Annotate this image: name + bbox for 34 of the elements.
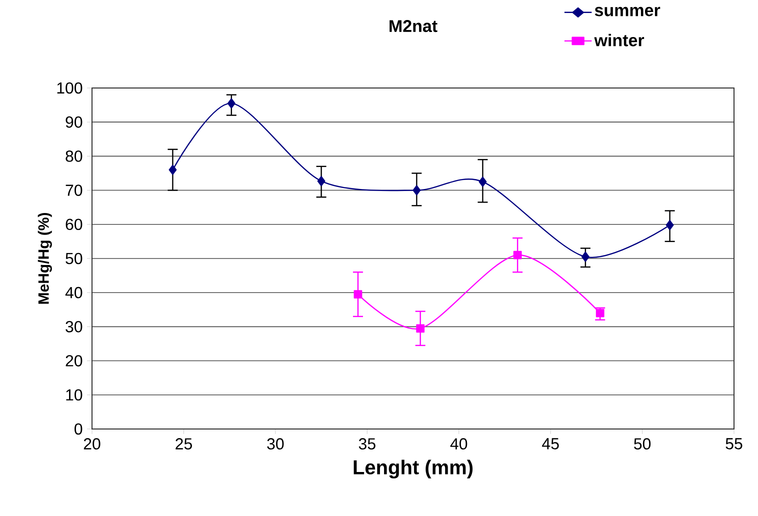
point	[666, 220, 674, 230]
x-tick-label: 45	[542, 438, 559, 450]
x-tick-label: 30	[267, 438, 284, 450]
y-tick-label: 80	[66, 150, 82, 162]
point	[478, 176, 487, 187]
chart-title: M2nat	[390, 20, 438, 32]
x-tick-label: 25	[176, 438, 192, 450]
y-tick-label: 40	[65, 286, 82, 298]
point	[317, 176, 326, 186]
point	[354, 290, 362, 298]
y-tick-label: 70	[66, 184, 82, 196]
point	[513, 250, 522, 260]
point	[581, 252, 590, 262]
y-tick-label: 100	[57, 82, 82, 94]
y-tick-label: 10	[66, 389, 82, 401]
y-tick-label: 0	[74, 423, 82, 435]
y-tick-label: 50	[66, 252, 82, 264]
x-tick-label: 55	[726, 438, 742, 450]
x-tick-label: 20	[84, 438, 100, 450]
x-tick-label: 40	[450, 438, 468, 450]
y-tick-label: 90	[66, 116, 82, 128]
legend-label: winter	[594, 34, 644, 46]
x-tick-label: 35	[358, 438, 376, 450]
point	[227, 98, 236, 108]
point	[168, 164, 177, 175]
y-tick-label: 30	[66, 321, 82, 332]
legend-label: summer	[594, 6, 660, 16]
x-axis-title: Lenght (mm)	[354, 460, 473, 478]
y-tick-label: 60	[66, 218, 82, 230]
point	[416, 324, 425, 333]
point	[412, 185, 421, 196]
y-tick-label: 20	[66, 355, 82, 366]
x-tick-label: 50	[634, 438, 651, 450]
y-axis-title: MeHg/Hg (%)	[38, 213, 52, 304]
